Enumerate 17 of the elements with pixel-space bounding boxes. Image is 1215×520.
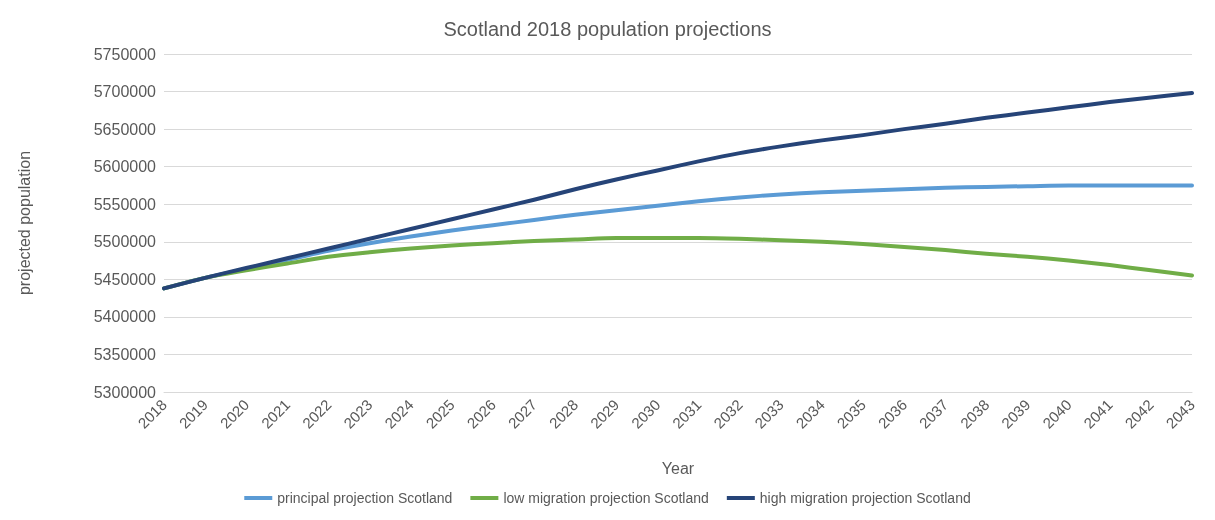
x-axis-title: Year <box>661 459 695 477</box>
legend-label: low migration projection Scotland <box>503 490 709 506</box>
y-tick-label: 5450000 <box>93 270 157 288</box>
y-tick-label: 5550000 <box>93 195 157 213</box>
legend-label: principal projection Scotland <box>277 490 453 506</box>
y-axis-title: projected population <box>15 150 33 296</box>
y-tick-label: 5400000 <box>93 308 157 326</box>
y-tick-label: 5500000 <box>93 233 157 251</box>
y-tick-label: 5700000 <box>93 83 157 101</box>
y-tick-label: 5650000 <box>93 120 157 138</box>
chart-title: Scotland 2018 population projections <box>443 18 772 40</box>
y-tick-label: 5300000 <box>93 383 157 401</box>
line-series <box>162 91 1194 291</box>
y-tick-label: 5350000 <box>93 345 157 363</box>
y-tick-label: 5600000 <box>93 158 157 176</box>
y-tick-label: 5750000 <box>93 45 157 63</box>
legend-label: high migration projection Scotland <box>759 490 971 506</box>
